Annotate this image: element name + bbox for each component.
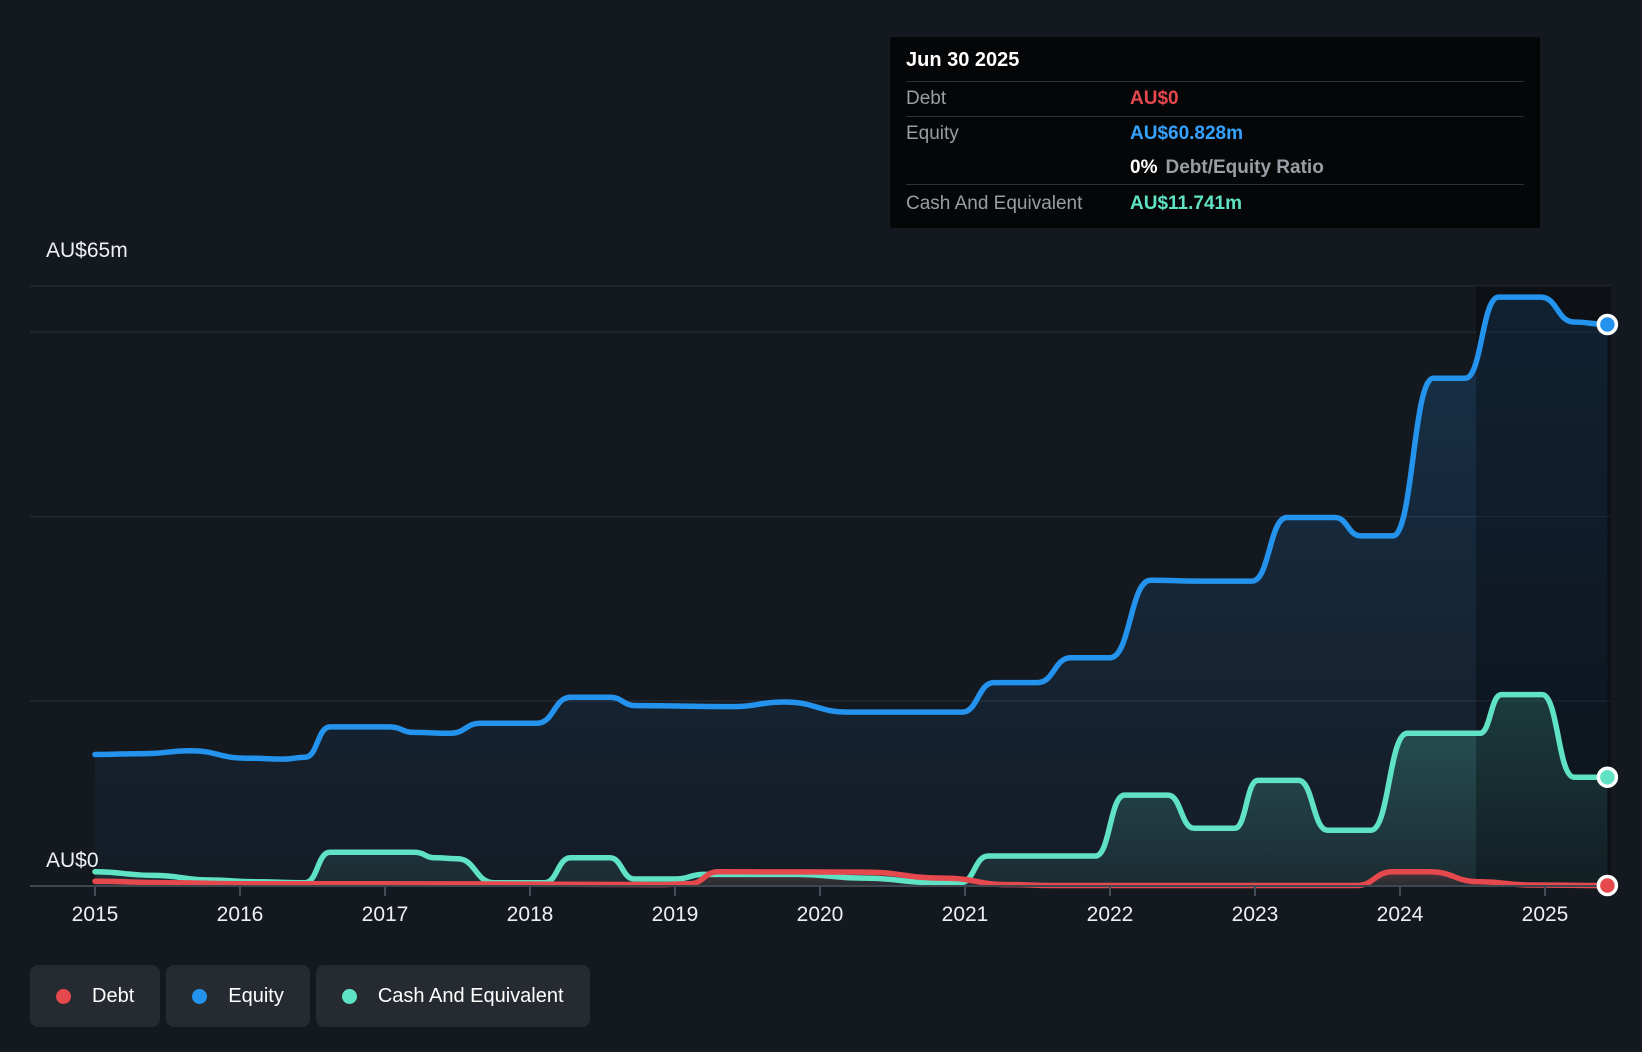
- x-axis-label-2016: 2016: [195, 903, 285, 927]
- hover-tooltip: Jun 30 2025 Debt AU$0 Equity AU$60.828m …: [890, 37, 1540, 228]
- cash-and-equivalent-end-dot[interactable]: [1598, 768, 1616, 786]
- equity-end-dot[interactable]: [1598, 316, 1616, 334]
- x-axis-label-2021: 2021: [920, 903, 1010, 927]
- x-axis-label-2023: 2023: [1210, 903, 1300, 927]
- x-axis-label-2017: 2017: [340, 903, 430, 927]
- tooltip-equity-value: AU$60.828m: [1130, 123, 1243, 145]
- tooltip-row-cash: Cash And Equivalent AU$11.741m: [906, 185, 1524, 222]
- x-axis-label-2024: 2024: [1355, 903, 1445, 927]
- x-axis-label-2020: 2020: [775, 903, 865, 927]
- y-axis-label-max: AU$65m: [46, 240, 128, 262]
- equity-area: [95, 297, 1607, 885]
- equity-color-dot-icon: [192, 989, 207, 1004]
- hover-highlight-band: [1476, 286, 1611, 886]
- debt-end-dot[interactable]: [1598, 877, 1616, 895]
- x-axis-label-2018: 2018: [485, 903, 575, 927]
- legend-item-equity[interactable]: Equity: [166, 965, 310, 1027]
- legend-debt-label: Debt: [92, 985, 134, 1008]
- debt-color-dot-icon: [56, 989, 71, 1004]
- x-axis-label-2015: 2015: [50, 903, 140, 927]
- tooltip-cash-value: AU$11.741m: [1130, 193, 1242, 215]
- tooltip-equity-label: Equity: [906, 123, 1130, 145]
- tooltip-row-debt: Debt AU$0: [906, 82, 1524, 117]
- tooltip-row-equity: Equity AU$60.828m: [906, 117, 1524, 151]
- tooltip-date: Jun 30 2025: [906, 37, 1524, 82]
- x-axis-label-2025: 2025: [1500, 903, 1590, 927]
- tooltip-ratio-label: Debt/Equity Ratio: [1165, 157, 1323, 179]
- tooltip-debt-value: AU$0: [1130, 88, 1179, 110]
- y-axis-label-zero: AU$0: [46, 850, 99, 872]
- tooltip-ratio-value: 0%: [1130, 157, 1157, 179]
- x-axis-label-2022: 2022: [1065, 903, 1155, 927]
- x-axis-label-2019: 2019: [630, 903, 720, 927]
- tooltip-cash-label: Cash And Equivalent: [906, 193, 1130, 215]
- legend-cash-label: Cash And Equivalent: [378, 985, 564, 1008]
- cash-color-dot-icon: [342, 989, 357, 1004]
- legend-item-debt[interactable]: Debt: [30, 965, 160, 1027]
- tooltip-row-ratio: 0% Debt/Equity Ratio: [906, 151, 1524, 185]
- legend-equity-label: Equity: [228, 985, 284, 1008]
- chart-canvas: AU$65m AU$0 2015 2016 2017 2018 2019 202…: [0, 0, 1642, 1052]
- legend: Debt Equity Cash And Equivalent: [30, 965, 590, 1027]
- legend-item-cash[interactable]: Cash And Equivalent: [316, 965, 590, 1027]
- tooltip-debt-label: Debt: [906, 88, 1130, 110]
